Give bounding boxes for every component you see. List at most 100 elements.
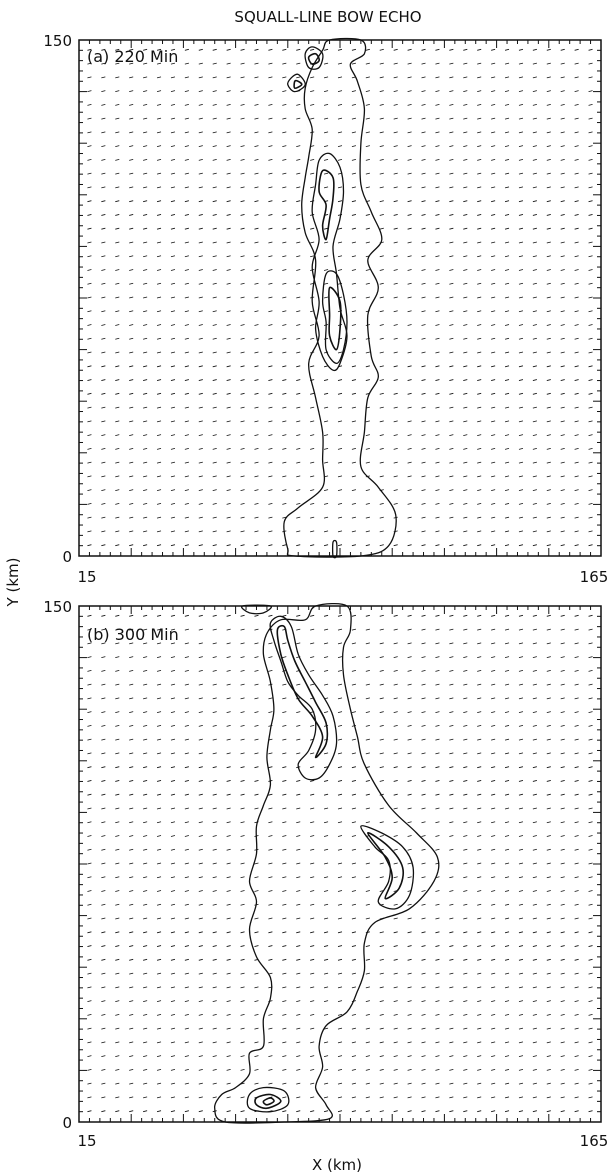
wind-vector bbox=[491, 90, 496, 92]
wind-vector bbox=[491, 780, 496, 782]
wind-vector bbox=[435, 131, 440, 134]
wind-vector bbox=[268, 447, 273, 450]
wind-vector bbox=[449, 516, 454, 519]
wind-vector bbox=[310, 656, 315, 658]
wind-vector bbox=[504, 447, 510, 450]
wind-vector bbox=[463, 711, 468, 714]
wind-vector bbox=[574, 1041, 579, 1044]
wind-vector bbox=[101, 738, 106, 741]
wind-vector bbox=[560, 725, 565, 727]
wind-vector bbox=[532, 461, 537, 464]
wind-vector bbox=[240, 807, 245, 810]
wind-vector bbox=[574, 1000, 579, 1002]
wind-vector bbox=[574, 447, 579, 450]
wind-vector bbox=[477, 159, 482, 161]
wind-vector bbox=[170, 90, 176, 92]
wind-vector bbox=[198, 917, 203, 920]
wind-vector bbox=[282, 807, 287, 810]
wind-vector bbox=[310, 447, 315, 450]
wind-vector bbox=[588, 324, 593, 326]
wind-vector bbox=[156, 1000, 162, 1002]
wind-vector bbox=[588, 516, 593, 519]
wind-vector bbox=[268, 200, 273, 203]
wind-vector bbox=[560, 1013, 565, 1016]
wind-vector bbox=[574, 103, 579, 106]
wind-vector bbox=[129, 337, 134, 340]
wind-vector bbox=[87, 131, 92, 134]
wind-vector bbox=[435, 48, 440, 51]
wind-vector bbox=[143, 475, 148, 478]
wind-vector bbox=[463, 62, 468, 65]
wind-vector bbox=[268, 241, 273, 244]
wind-vector bbox=[101, 379, 106, 381]
wind-vector bbox=[101, 172, 106, 175]
wind-vector bbox=[240, 392, 245, 395]
wind-vector bbox=[115, 186, 120, 189]
wind-vector bbox=[463, 186, 468, 189]
wind-vector bbox=[101, 1027, 106, 1030]
wind-vector bbox=[184, 516, 189, 519]
contour-level-2 bbox=[321, 270, 348, 365]
wind-vector bbox=[184, 103, 189, 106]
wind-vector bbox=[365, 1082, 370, 1085]
wind-vector bbox=[435, 186, 440, 189]
wind-vector bbox=[170, 172, 176, 175]
wind-vector bbox=[379, 296, 384, 299]
wind-vector bbox=[296, 1096, 301, 1099]
wind-vector bbox=[198, 475, 203, 478]
wind-vector bbox=[143, 821, 148, 824]
wind-vector bbox=[518, 310, 524, 313]
panel-a-contours bbox=[283, 37, 397, 559]
wind-vector bbox=[156, 917, 162, 920]
wind-vector bbox=[198, 461, 203, 464]
wind-vector bbox=[129, 917, 134, 920]
wind-vector bbox=[143, 434, 148, 436]
wind-vector bbox=[574, 434, 579, 436]
wind-vector bbox=[477, 1110, 482, 1113]
wind-vector bbox=[546, 503, 551, 505]
wind-vector bbox=[504, 1013, 510, 1016]
wind-vector bbox=[588, 310, 593, 313]
wind-vector bbox=[268, 172, 273, 175]
wind-vector bbox=[407, 475, 412, 478]
wind-vector bbox=[170, 241, 176, 244]
wind-vector bbox=[365, 282, 370, 285]
wind-vector bbox=[588, 159, 593, 161]
wind-vector bbox=[101, 200, 106, 203]
wind-vector bbox=[240, 145, 245, 148]
wind-vector bbox=[129, 241, 134, 244]
wind-vector bbox=[379, 434, 384, 436]
wind-vector bbox=[87, 145, 92, 148]
contour-level-2 bbox=[311, 152, 348, 372]
wind-vector bbox=[337, 420, 343, 423]
wind-vector bbox=[588, 890, 593, 892]
wind-vector bbox=[449, 738, 454, 741]
wind-vector bbox=[268, 461, 273, 464]
wind-vector bbox=[337, 780, 343, 782]
wind-vector bbox=[449, 972, 454, 975]
wind-vector bbox=[156, 90, 162, 92]
wind-vector bbox=[379, 972, 384, 975]
wind-vector bbox=[504, 848, 510, 851]
wind-vector bbox=[170, 420, 176, 423]
wind-vector bbox=[268, 1041, 273, 1044]
wind-vector bbox=[323, 434, 329, 436]
wind-vector bbox=[588, 848, 593, 851]
wind-vector bbox=[87, 420, 92, 423]
wind-vector bbox=[491, 752, 496, 755]
wind-vector bbox=[379, 447, 384, 450]
wind-vector bbox=[226, 241, 231, 244]
wind-vector bbox=[532, 269, 537, 271]
wind-vector bbox=[532, 903, 537, 906]
wind-vector bbox=[115, 986, 120, 989]
wind-vector bbox=[449, 310, 454, 313]
wind-vector bbox=[143, 1000, 148, 1002]
wind-vector bbox=[518, 628, 524, 631]
wind-vector bbox=[184, 48, 189, 51]
wind-vector bbox=[379, 337, 384, 340]
wind-vector bbox=[449, 530, 454, 533]
wind-vector bbox=[254, 711, 259, 714]
wind-vector bbox=[518, 917, 524, 920]
wind-vector bbox=[268, 76, 273, 79]
wind-vector bbox=[170, 214, 176, 216]
